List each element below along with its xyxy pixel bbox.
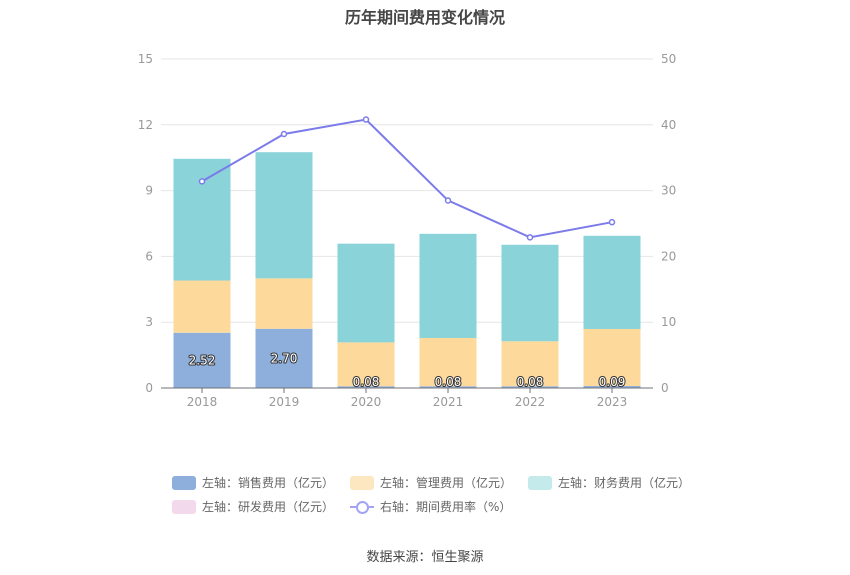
bar-sales	[173, 332, 231, 388]
data-label-sales: 0.08	[435, 375, 462, 389]
point-rate	[608, 218, 616, 226]
right-axis-tick-label: 40	[661, 118, 676, 132]
data-label-sales: 2.70	[271, 351, 298, 365]
chart-title: 历年期间费用变化情况	[344, 8, 505, 27]
bar-sales	[337, 386, 395, 388]
point-rate	[526, 234, 534, 241]
right-axis-tick-label: 50	[661, 52, 676, 66]
bar-finance	[419, 233, 477, 338]
right-axis-tick-label: 20	[661, 249, 676, 263]
data-label-sales: 0.08	[353, 375, 380, 389]
point-rate	[444, 197, 452, 204]
left-axis-tick-label: 12	[138, 118, 153, 132]
legend-item-rate[interactable]: 右轴：期间费用率（%）	[350, 498, 511, 515]
point-rate	[280, 130, 288, 138]
legend-swatch-rd	[172, 499, 196, 514]
legend-label-rate: 右轴：期间费用率（%）	[380, 500, 512, 514]
legend-item-finance[interactable]: 左轴：财务费用（亿元）	[528, 474, 690, 491]
data-source: 数据来源：恒生聚源	[366, 550, 484, 565]
bar-admin	[583, 328, 641, 387]
bar-finance	[173, 158, 231, 281]
legend-swatch-admin	[350, 475, 375, 490]
right-axis-tick-label: 10	[661, 315, 676, 329]
left-axis-tick-label: 3	[145, 315, 153, 329]
bar-finance	[337, 243, 395, 343]
bar-finance	[501, 244, 559, 342]
x-axis-tick-label: 2023	[597, 395, 628, 409]
bar-admin	[419, 337, 477, 387]
legend-swatch-sales	[172, 475, 196, 490]
left-axis-tick-label: 15	[138, 52, 153, 66]
bar-admin	[255, 278, 313, 329]
bar-admin	[337, 342, 395, 387]
x-axis-tick-label: 2018	[187, 395, 218, 409]
legend-item-admin[interactable]: 左轴：管理费用（亿元）	[350, 474, 512, 491]
bar-sales	[255, 328, 313, 388]
bar-finance	[255, 152, 313, 279]
legend-swatch-rate	[350, 500, 375, 514]
legend-row-1: 左轴：销售费用（亿元） 左轴：管理费用（亿元） 左轴：财务费用（亿元）	[172, 474, 706, 491]
bar-admin	[173, 280, 231, 333]
chart-plot: 0 3 6 9 12 15 0 10 20 30 40 50 2018 2019 2020 2021 2022 2…	[138, 52, 677, 409]
legend-row-2: 左轴：研发费用（亿元） 右轴：期间费用率（%）	[172, 498, 527, 515]
x-axis-tick-label: 2021	[433, 395, 464, 409]
right-axis-tick-label: 0	[661, 381, 669, 395]
data-label-sales: 0.08	[517, 375, 544, 389]
legend-label-finance: 左轴：财务费用（亿元）	[558, 476, 691, 490]
legend-label-rd: 左轴：研发费用（亿元）	[202, 500, 335, 514]
legend-label-sales: 左轴：销售费用（亿元）	[202, 476, 335, 490]
bar-sales	[419, 386, 477, 388]
line-rate	[201, 118, 613, 239]
bar-sales	[583, 386, 641, 388]
legend-item-sales[interactable]: 左轴：销售费用（亿元）	[172, 474, 334, 491]
x-axis-tick-label: 2019	[269, 395, 300, 409]
point-rate	[198, 178, 206, 185]
left-axis-tick-label: 9	[145, 184, 153, 198]
x-axis-tick-label: 2022	[515, 395, 546, 409]
left-axis-tick-label: 0	[145, 381, 153, 395]
legend-swatch-finance	[528, 475, 553, 490]
legend-item-rd[interactable]: 左轴：研发费用（亿元）	[172, 498, 334, 515]
left-axis-tick-label: 6	[145, 249, 153, 263]
right-axis-tick-label: 30	[661, 184, 676, 198]
bar-sales	[501, 386, 559, 388]
bar-finance	[583, 235, 641, 329]
legend-label-admin: 左轴：管理费用（亿元）	[380, 476, 513, 490]
data-label-sales: 2.52	[189, 353, 216, 367]
x-axis-tick-label: 2020	[351, 395, 382, 409]
bar-admin	[501, 341, 559, 387]
point-rate	[362, 116, 370, 123]
data-label-sales: 0.09	[599, 375, 626, 389]
